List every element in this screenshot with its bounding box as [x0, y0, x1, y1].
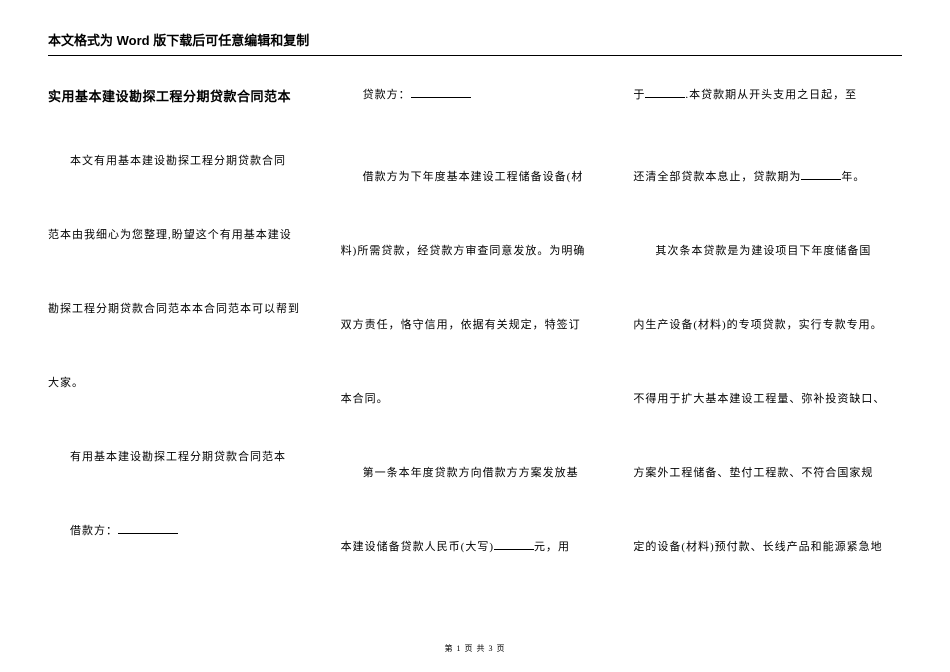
- col2-p6: 第一条本年度贷款方向借款方方案发放基: [341, 462, 610, 484]
- col1-p1: 本文有用基本建设勘探工程分期贷款合同: [48, 150, 317, 172]
- col3-p7: 定的设备(材料)预付款、长线产品和能源紧急地: [633, 536, 902, 558]
- col3-p4: 内生产设备(材料)的专项贷款，实行专款专用。: [633, 314, 902, 336]
- col3-p1: 于 .本贷款期从开头支用之日起，至: [633, 84, 902, 106]
- header-notice: 本文格式为 Word 版下载后可任意编辑和复制: [48, 30, 902, 56]
- col2-p2: 借款方为下年度基本建设工程储备设备(材: [341, 166, 610, 188]
- col3-p1b: .本贷款期从开头支用之日起，至: [685, 89, 857, 101]
- col3-p1a: 于: [633, 89, 645, 101]
- borrower-label: 借款方：: [70, 525, 118, 537]
- lender-label: 贷款方：: [341, 84, 411, 106]
- col1-p2: 范本由我细心为您整理,盼望这个有用基本建设: [48, 224, 317, 246]
- col2-p3: 料)所需贷款，经贷款方审查同意发放。为明确: [341, 240, 610, 262]
- document-page: 本文格式为 Word 版下载后可任意编辑和复制 实用基本建设勘探工程分期贷款合同…: [0, 0, 950, 610]
- col3-p2: 还清全部贷款本息止，贷款期为 年。: [633, 166, 902, 188]
- borrower-blank: [118, 522, 178, 534]
- amount-blank: [494, 538, 534, 550]
- lender-line: 贷款方：: [341, 84, 610, 106]
- col2-p7: 本建设储备贷款人民币(大写) 元，用: [341, 536, 610, 558]
- col2-p7b: 元，用: [534, 541, 570, 553]
- document-title: 实用基本建设勘探工程分期贷款合同范本: [48, 84, 317, 110]
- columns-container: 实用基本建设勘探工程分期贷款合同范本 本文有用基本建设勘探工程分期贷款合同 范本…: [48, 84, 902, 610]
- col3-p2a: 还清全部贷款本息止，贷款期为: [633, 171, 801, 183]
- term-blank: [801, 168, 841, 180]
- purpose-blank: [645, 86, 685, 98]
- col1-p4: 大家。: [48, 372, 317, 394]
- col3-p5: 不得用于扩大基本建设工程量、弥补投资缺口、: [633, 388, 902, 410]
- col1-p3: 勘探工程分期贷款合同范本本合同范本可以帮到: [48, 298, 317, 320]
- col2-p5: 本合同。: [341, 388, 610, 410]
- col3-p2b: 年。: [841, 171, 865, 183]
- column-3: 于 .本贷款期从开头支用之日起，至 还清全部贷款本息止，贷款期为 年。 其次条本贷款…: [633, 84, 902, 610]
- page-footer: 第 1 页 共 3 页: [0, 643, 950, 654]
- col1-p5: 有用基本建设勘探工程分期贷款合同范本: [48, 446, 317, 468]
- column-2: 贷款方： 借款方为下年度基本建设工程储备设备(材 料)所需贷款，经贷款方审查同意…: [341, 84, 610, 610]
- col3-p6: 方案外工程储备、垫付工程款、不符合国家规: [633, 462, 902, 484]
- column-1: 实用基本建设勘探工程分期贷款合同范本 本文有用基本建设勘探工程分期贷款合同 范本…: [48, 84, 317, 610]
- col2-p7a: 本建设储备贷款人民币(大写): [341, 541, 494, 553]
- col3-p3: 其次条本贷款是为建设项目下年度储备国: [633, 240, 902, 262]
- col2-p4: 双方责任，恪守信用，依据有关规定，特签订: [341, 314, 610, 336]
- borrower-line: 借款方：: [48, 520, 317, 542]
- lender-blank: [411, 86, 471, 98]
